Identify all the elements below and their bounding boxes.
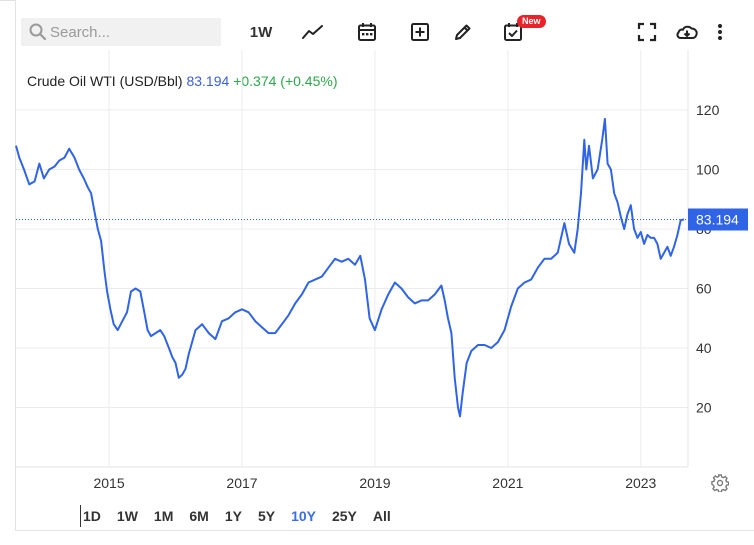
range-6m[interactable]: 6M [189,508,209,524]
last-price-tag-label: 83.194 [696,211,739,227]
add-icon [411,23,429,41]
range-5y[interactable]: 5Y [257,508,276,524]
axes: 2040608010012020152017201920212023 [93,102,719,491]
grid [16,50,689,468]
y-tick-label: 40 [696,340,712,356]
download-button[interactable] [672,19,702,45]
y-tick-label: 120 [696,102,720,118]
fullscreen-button[interactable] [632,19,662,45]
range-25y[interactable]: 25Y [331,508,357,524]
search-input[interactable] [50,21,215,43]
range-all[interactable]: All [372,508,391,524]
range-10y[interactable]: 10Y [291,508,316,524]
chart-type-button[interactable] [298,19,328,45]
x-tick-label: 2023 [625,475,656,491]
series-layer [15,117,685,418]
range-1w[interactable]: 1W [116,508,138,524]
y-tick-label: 100 [696,162,720,178]
price-change: +0.374 (+0.45%) [233,73,338,89]
calendar-icon [358,23,376,41]
last-price-tag [688,208,748,231]
new-badge: New [517,15,546,28]
range-1d[interactable]: 1D [80,505,109,527]
more-vertical-icon [718,24,722,40]
search-box[interactable] [21,18,221,46]
range-1y[interactable]: 1Y [224,508,242,524]
range-selector: 1D 1W 1M 6M 1Y 5Y 10Y 25Y All [80,505,399,527]
x-tick-label: 2019 [359,475,390,491]
line-chart-icon [302,25,323,39]
series-line-crude-oil-wti [15,117,685,418]
y-tick-label: 20 [696,400,712,416]
toolbar: 1W New [16,1,752,61]
draw-button[interactable] [448,19,478,45]
cloud-download-icon [676,25,698,39]
settings-gear-icon[interactable] [711,474,729,492]
x-tick-label: 2021 [492,475,523,491]
chart-frame [15,0,754,531]
fullscreen-icon [637,22,657,42]
search-icon [29,23,47,41]
interval-button[interactable]: 1W [249,23,273,41]
add-indicator-button[interactable] [405,19,435,45]
pencil-icon [455,24,471,40]
x-tick-label: 2017 [226,475,257,491]
last-price: 83.194 [186,73,230,89]
y-tick-label: 60 [696,281,712,297]
calendar-button[interactable] [352,19,382,45]
x-tick-label: 2015 [93,475,124,491]
more-button[interactable] [710,19,730,45]
price-tag-layer: 83.194 [16,208,748,231]
range-1m[interactable]: 1M [153,508,174,524]
quote-header: Crude Oil WTI (USD/Bbl) 83.194 +0.374 (+… [27,73,337,89]
instrument-name: Crude Oil WTI (USD/Bbl) [27,73,183,89]
